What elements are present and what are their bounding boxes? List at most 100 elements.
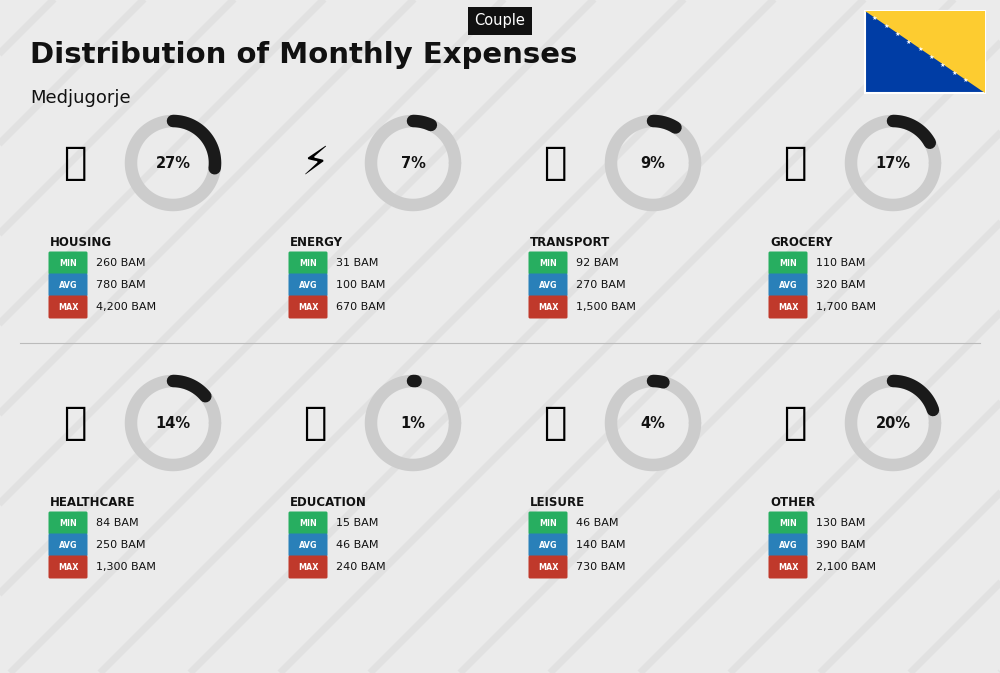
- Text: 92 BAM: 92 BAM: [576, 258, 619, 268]
- Text: 270 BAM: 270 BAM: [576, 280, 626, 290]
- Text: ★: ★: [940, 63, 945, 68]
- Text: ★: ★: [895, 32, 900, 37]
- FancyBboxPatch shape: [769, 511, 808, 534]
- Text: ★: ★: [917, 47, 923, 52]
- Polygon shape: [865, 11, 985, 93]
- Text: HOUSING: HOUSING: [50, 236, 112, 250]
- Text: ★: ★: [929, 55, 934, 60]
- Text: MAX: MAX: [538, 563, 558, 571]
- Text: 9%: 9%: [641, 155, 665, 170]
- FancyBboxPatch shape: [49, 534, 88, 557]
- Text: ★: ★: [951, 71, 957, 75]
- Text: 15 BAM: 15 BAM: [336, 518, 378, 528]
- Text: MIN: MIN: [539, 518, 557, 528]
- Text: 1%: 1%: [400, 415, 426, 431]
- Text: 46 BAM: 46 BAM: [336, 540, 378, 550]
- Text: 100 BAM: 100 BAM: [336, 280, 385, 290]
- Text: 🛒: 🛒: [783, 144, 807, 182]
- Text: MIN: MIN: [779, 518, 797, 528]
- FancyBboxPatch shape: [49, 511, 88, 534]
- Text: 780 BAM: 780 BAM: [96, 280, 146, 290]
- Text: MIN: MIN: [59, 258, 77, 267]
- FancyBboxPatch shape: [529, 273, 568, 297]
- Text: EDUCATION: EDUCATION: [290, 497, 367, 509]
- Text: 4%: 4%: [641, 415, 665, 431]
- Text: 140 BAM: 140 BAM: [576, 540, 626, 550]
- Text: MIN: MIN: [299, 258, 317, 267]
- Text: 390 BAM: 390 BAM: [816, 540, 866, 550]
- Text: 250 BAM: 250 BAM: [96, 540, 146, 550]
- Text: ★: ★: [883, 24, 889, 29]
- FancyBboxPatch shape: [769, 273, 808, 297]
- Text: 730 BAM: 730 BAM: [576, 562, 626, 572]
- FancyBboxPatch shape: [288, 555, 328, 579]
- Text: MIN: MIN: [539, 258, 557, 267]
- Text: MIN: MIN: [779, 258, 797, 267]
- FancyBboxPatch shape: [49, 273, 88, 297]
- Text: 🚌: 🚌: [543, 144, 567, 182]
- Text: AVG: AVG: [59, 281, 77, 289]
- Text: ★: ★: [963, 78, 968, 83]
- FancyBboxPatch shape: [865, 11, 985, 93]
- Text: 31 BAM: 31 BAM: [336, 258, 378, 268]
- Text: 🏙: 🏙: [63, 144, 87, 182]
- FancyBboxPatch shape: [529, 534, 568, 557]
- Text: 17%: 17%: [875, 155, 911, 170]
- Text: 130 BAM: 130 BAM: [816, 518, 865, 528]
- Text: 👛: 👛: [783, 404, 807, 442]
- Text: 20%: 20%: [875, 415, 911, 431]
- Text: MAX: MAX: [778, 563, 798, 571]
- Text: 1,500 BAM: 1,500 BAM: [576, 302, 636, 312]
- Text: AVG: AVG: [779, 540, 797, 549]
- Text: AVG: AVG: [539, 540, 557, 549]
- Text: AVG: AVG: [59, 540, 77, 549]
- Text: ⚡: ⚡: [301, 144, 329, 182]
- Text: MAX: MAX: [58, 563, 78, 571]
- Text: AVG: AVG: [779, 281, 797, 289]
- Text: MAX: MAX: [778, 302, 798, 312]
- Text: 🎓: 🎓: [303, 404, 327, 442]
- Text: ★: ★: [872, 16, 877, 22]
- FancyBboxPatch shape: [49, 252, 88, 275]
- Text: AVG: AVG: [539, 281, 557, 289]
- Text: 240 BAM: 240 BAM: [336, 562, 386, 572]
- FancyBboxPatch shape: [769, 295, 808, 318]
- Text: 670 BAM: 670 BAM: [336, 302, 386, 312]
- FancyBboxPatch shape: [288, 252, 328, 275]
- Text: GROCERY: GROCERY: [770, 236, 833, 250]
- Text: TRANSPORT: TRANSPORT: [530, 236, 610, 250]
- Text: 46 BAM: 46 BAM: [576, 518, 619, 528]
- Text: 110 BAM: 110 BAM: [816, 258, 865, 268]
- Text: AVG: AVG: [299, 540, 317, 549]
- FancyBboxPatch shape: [769, 555, 808, 579]
- FancyBboxPatch shape: [769, 534, 808, 557]
- Text: OTHER: OTHER: [770, 497, 815, 509]
- Text: ★: ★: [906, 40, 911, 44]
- Text: Distribution of Monthly Expenses: Distribution of Monthly Expenses: [30, 41, 577, 69]
- FancyBboxPatch shape: [529, 511, 568, 534]
- Text: 84 BAM: 84 BAM: [96, 518, 139, 528]
- FancyBboxPatch shape: [529, 295, 568, 318]
- Text: 1,300 BAM: 1,300 BAM: [96, 562, 156, 572]
- Text: 2,100 BAM: 2,100 BAM: [816, 562, 876, 572]
- FancyBboxPatch shape: [769, 252, 808, 275]
- Text: LEISURE: LEISURE: [530, 497, 585, 509]
- Text: 14%: 14%: [155, 415, 191, 431]
- Text: 🛍: 🛍: [543, 404, 567, 442]
- Text: 1,700 BAM: 1,700 BAM: [816, 302, 876, 312]
- Text: 260 BAM: 260 BAM: [96, 258, 146, 268]
- Text: MAX: MAX: [298, 302, 318, 312]
- FancyBboxPatch shape: [288, 511, 328, 534]
- FancyBboxPatch shape: [288, 273, 328, 297]
- Text: MIN: MIN: [299, 518, 317, 528]
- Text: 27%: 27%: [156, 155, 190, 170]
- Text: MAX: MAX: [538, 302, 558, 312]
- Text: MAX: MAX: [298, 563, 318, 571]
- Text: AVG: AVG: [299, 281, 317, 289]
- Text: 7%: 7%: [401, 155, 425, 170]
- FancyBboxPatch shape: [288, 295, 328, 318]
- FancyBboxPatch shape: [49, 555, 88, 579]
- Text: 💗: 💗: [63, 404, 87, 442]
- FancyBboxPatch shape: [529, 555, 568, 579]
- Text: 4,200 BAM: 4,200 BAM: [96, 302, 156, 312]
